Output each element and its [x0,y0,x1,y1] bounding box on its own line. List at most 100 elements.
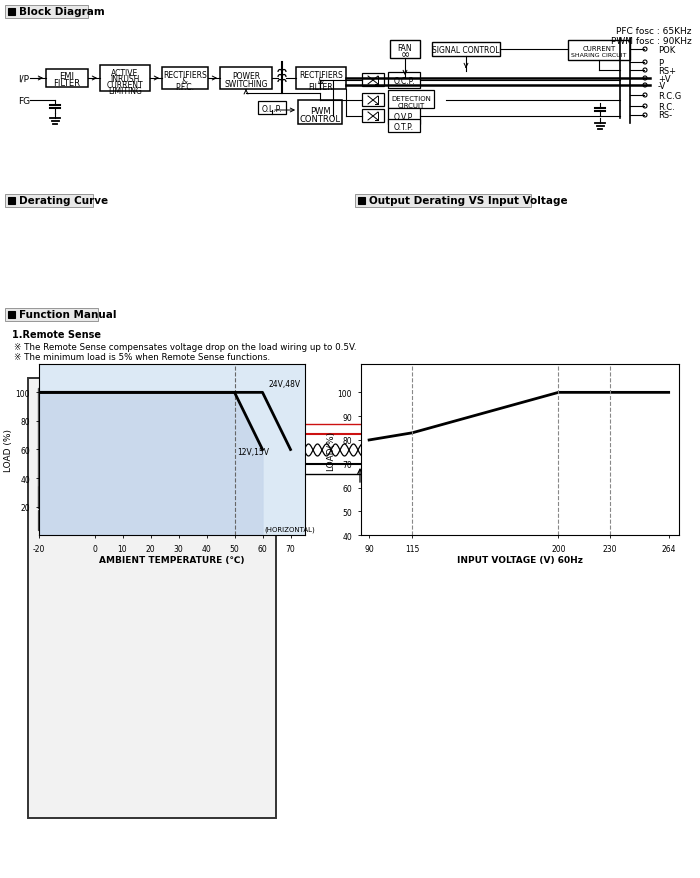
Text: L: L [120,495,122,500]
Text: Function Manual: Function Manual [19,310,116,320]
Text: P: P [658,59,663,68]
Bar [5,309,98,321]
Y-axis label: LOAD (%): LOAD (%) [4,428,13,471]
Text: &: & [182,76,188,85]
Text: (HORIZONTAL): (HORIZONTAL) [264,526,314,533]
Bar [8,312,15,319]
Bar [362,74,384,87]
Text: LOAD: LOAD [519,438,561,452]
Bar [296,68,346,90]
Text: R.C.: R.C. [658,103,675,112]
Circle shape [489,462,493,467]
X-axis label: AMBIENT TEMPERATURE (℃): AMBIENT TEMPERATURE (℃) [99,556,244,565]
Bar [162,68,208,90]
Bar [388,109,420,125]
Bar [46,70,88,88]
Bar [362,94,384,107]
Bar [105,513,116,529]
Bar [83,422,94,450]
Text: +V: +V [658,75,671,83]
Bar [100,66,150,92]
Text: P.F.C.: P.F.C. [176,83,195,91]
Bar [92,513,103,529]
Text: -V: -V [475,463,484,472]
Bar [50,397,61,419]
Bar [258,102,286,115]
Text: RS+: RS+ [658,67,676,76]
Text: +V: +V [136,453,144,458]
Text: DETECTION: DETECTION [391,96,431,102]
Text: —Sense lines should be twisted in pairs to minimize noise pick-up.: —Sense lines should be twisted in pairs … [368,489,649,498]
Bar [220,68,272,90]
Text: CONTROL: CONTROL [300,114,340,124]
Bar [38,389,218,508]
Text: &: & [318,76,324,85]
Text: 1.Remote Sense: 1.Remote Sense [12,329,101,340]
Text: I/P: I/P [18,75,29,83]
Bar [78,397,89,419]
Text: 24V,48V: 24V,48V [268,379,300,389]
Bar [432,43,500,57]
Bar [163,420,188,431]
Bar [40,513,51,529]
Text: P: P [80,495,83,500]
Bar [66,513,77,529]
Bar [38,510,128,530]
Text: CURRENT: CURRENT [106,81,144,90]
Bar [109,422,120,450]
Text: +V: +V [97,453,105,458]
Text: N: N [106,495,110,500]
Text: R.C.: R.C. [38,495,48,500]
Text: SIGNAL CONTROL: SIGNAL CONTROL [433,46,500,54]
Text: R.C.G: R.C.G [658,91,681,100]
Bar [28,378,276,818]
Text: FAN: FAN [398,43,412,53]
Bar [79,513,90,529]
Text: +V: +V [110,453,118,458]
Text: CIRCUIT: CIRCUIT [398,103,425,109]
Bar [568,41,630,61]
Bar [96,422,107,450]
Text: ACTIVE: ACTIVE [111,68,139,77]
Text: ※ The Remote Sense compensates voltage drop on the load wiring up to 0.5V.: ※ The Remote Sense compensates voltage d… [14,342,356,351]
Text: 12V,15V: 12V,15V [237,447,270,456]
Bar [298,101,342,125]
Text: ∞: ∞ [400,50,410,60]
Text: Output Derating VS Input Voltage: Output Derating VS Input Voltage [369,196,568,205]
Text: FG: FG [18,97,30,105]
Bar [53,513,64,529]
Text: +V: +V [470,427,484,436]
Bar [38,486,128,508]
Y-axis label: LOAD(%): LOAD(%) [326,430,335,470]
Text: EMI: EMI [60,71,74,81]
Text: -V: -V [85,453,90,458]
Bar [388,73,420,89]
Text: FILTER: FILTER [53,78,80,88]
Text: CURRENT: CURRENT [582,46,615,52]
Text: POK: POK [658,46,676,54]
Circle shape [489,432,493,437]
Text: -V: -V [72,453,78,458]
Bar [135,422,146,450]
Text: POWER: POWER [232,71,260,81]
Text: RECTIFIERS: RECTIFIERS [299,70,343,79]
Bar [362,110,384,123]
Text: INRUSH: INRUSH [111,75,140,83]
Text: PFC fosc : 65KHz: PFC fosc : 65KHz [617,26,692,35]
Bar [8,9,15,16]
Bar [388,91,434,109]
Bar [64,397,75,419]
Text: O.L.P.: O.L.P. [262,104,282,113]
Bar [490,421,590,471]
Bar [44,422,55,450]
Bar [118,513,129,529]
Text: FILTER: FILTER [309,83,333,91]
Bar [5,195,93,208]
Text: ※ The minimum load is 5% when Remote Sense functions.: ※ The minimum load is 5% when Remote Sen… [14,353,270,362]
Text: Block Diagram: Block Diagram [19,7,105,17]
Bar [390,41,420,59]
Text: PWM: PWM [309,106,330,115]
Bar [8,198,15,205]
Bar [5,6,88,19]
Text: -V: -V [658,82,666,90]
